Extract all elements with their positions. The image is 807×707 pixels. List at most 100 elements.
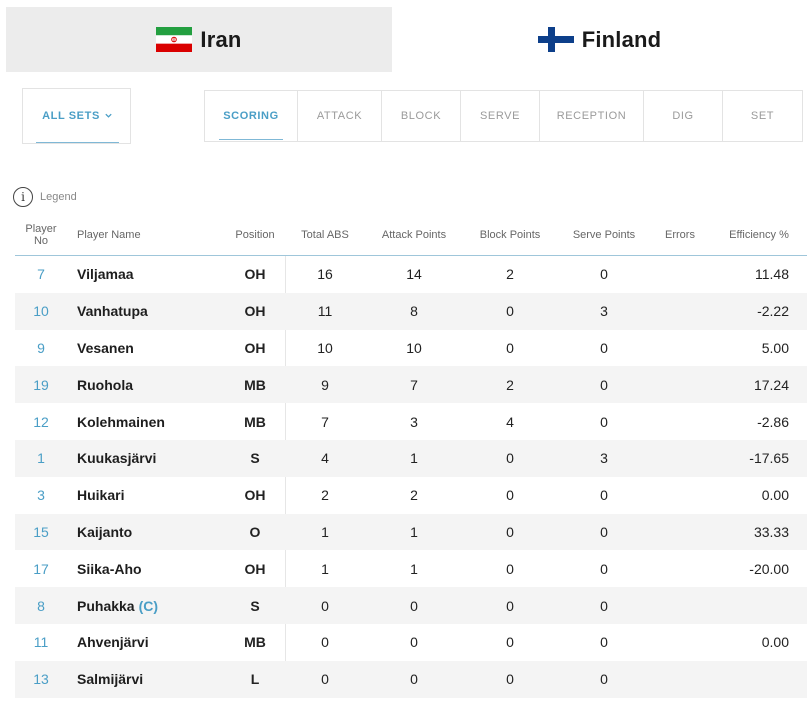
tab-scoring[interactable]: SCORING (205, 91, 298, 141)
player-number: 17 (33, 560, 49, 577)
attack-points-value: 14 (406, 266, 422, 283)
serve-points-value: 0 (600, 634, 608, 651)
attack-points-value: 10 (406, 339, 422, 356)
efficiency-value: 17.24 (753, 376, 789, 393)
block-points-value: 0 (506, 560, 514, 577)
iran-flag-icon (156, 27, 193, 52)
serve-points-value: 0 (600, 597, 608, 614)
player-number: 10 (33, 303, 49, 320)
attack-points-value: 1 (410, 560, 418, 577)
block-points-value: 0 (506, 339, 514, 356)
table-row[interactable]: 11 Ahvenjärvi MB 0 0 0 0 0.00 (15, 624, 807, 661)
header-serve-points[interactable]: Serve Points (572, 229, 636, 241)
table-row[interactable]: 13 Salmijärvi L 0 0 0 0 (15, 660, 807, 698)
errors-value (655, 477, 705, 514)
efficiency-value: 33.33 (753, 523, 789, 540)
tab-attack-label: ATTACK (316, 110, 363, 122)
player-name: Ahvenjärvi (77, 624, 237, 661)
errors-value (655, 330, 705, 367)
player-number: 9 (37, 339, 45, 356)
total-abs-value: 2 (321, 487, 329, 504)
efficiency-value: 5.00 (761, 339, 789, 356)
player-name-text: Kuukasjärvi (77, 450, 157, 467)
player-position: S (250, 450, 260, 467)
table-row[interactable]: 12 Kolehmainen MB 7 3 4 0 -2.86 (15, 403, 807, 440)
tab-dig[interactable]: DIG (644, 91, 723, 141)
tab-reception-label: RECEPTION (556, 110, 627, 122)
tab-reception[interactable]: RECEPTION (540, 91, 644, 141)
player-name-text: Huikari (77, 487, 125, 504)
block-points-value: 0 (506, 634, 514, 651)
finland-flag-icon (537, 27, 574, 52)
serve-points-value: 0 (600, 266, 608, 283)
tab-block[interactable]: BLOCK (382, 91, 461, 141)
header-total-abs[interactable]: Total ABS (301, 229, 349, 241)
total-abs-value: 9 (321, 376, 329, 393)
table-row[interactable]: 1 Kuukasjärvi S 4 1 0 3 -17.65 (15, 439, 807, 477)
block-points-value: 2 (506, 376, 514, 393)
all-sets-label: ALL SETS (42, 109, 100, 122)
errors-value (655, 366, 705, 403)
all-sets-dropdown[interactable]: ALL SETS (36, 89, 119, 143)
player-name: Vesanen (77, 330, 237, 367)
efficiency-value (727, 661, 789, 698)
table-row[interactable]: 3 Huikari OH 2 2 0 0 0.00 (15, 477, 807, 514)
table-row[interactable]: 17 Siika-Aho OH 1 1 0 0 -20.00 (15, 550, 807, 587)
total-abs-value: 10 (317, 339, 333, 356)
player-position: MB (244, 413, 266, 430)
table-row[interactable]: 15 Kaijanto O 1 1 0 0 33.33 (15, 513, 807, 551)
player-name: Huikari (77, 477, 237, 514)
header-efficiency[interactable]: Efficiency % (729, 229, 789, 241)
efficiency-value: -20.00 (749, 560, 789, 577)
header-block-points[interactable]: Block Points (479, 229, 541, 241)
stat-tabs: SCORING ATTACK BLOCK SERVE RECEPTION DIG… (204, 90, 803, 142)
legend-label: Legend (40, 191, 77, 203)
player-number: 15 (33, 523, 49, 540)
player-name: Ruohola (77, 366, 237, 403)
table-row[interactable]: 7 Viljamaa OH 16 14 2 0 11.48 (15, 256, 807, 293)
table-row[interactable]: 19 Ruohola MB 9 7 2 0 17.24 (15, 366, 807, 404)
tab-set[interactable]: SET (723, 91, 802, 141)
team-tab-finland[interactable]: Finland (392, 7, 807, 72)
player-name: Kaijanto (77, 514, 237, 551)
player-name-text: Puhakka (77, 597, 135, 614)
player-position: OH (244, 560, 266, 577)
attack-points-value: 0 (410, 597, 418, 614)
header-player-no[interactable]: Player No (17, 223, 65, 247)
block-points-value: 0 (506, 597, 514, 614)
errors-value (655, 256, 705, 293)
serve-points-value: 0 (600, 487, 608, 504)
tab-scoring-label: SCORING (223, 110, 279, 122)
header-player-name[interactable]: Player Name (77, 229, 141, 241)
tab-attack[interactable]: ATTACK (298, 91, 382, 141)
table-row[interactable]: 10 Vanhatupa OH 11 8 0 3 -2.22 (15, 292, 807, 330)
player-number: 12 (33, 413, 49, 430)
serve-points-value: 3 (600, 450, 608, 467)
tab-serve[interactable]: SERVE (461, 91, 540, 141)
efficiency-value: -2.86 (757, 413, 789, 430)
efficiency-value: -17.65 (749, 450, 789, 467)
player-position: OH (244, 339, 266, 356)
header-position[interactable]: Position (235, 229, 275, 241)
table-row[interactable]: 8 Puhakka (C) S 0 0 0 0 (15, 587, 807, 624)
team-tab-iran[interactable]: Iran (6, 7, 392, 72)
efficiency-value (727, 587, 789, 624)
table-body: 7 Viljamaa OH 16 14 2 0 11.48 10 Vanhatupa OH 11 8 0 3… (15, 256, 807, 698)
info-icon: i (13, 187, 33, 207)
scoring-table: Player No Player Name Position Total ABS… (15, 218, 807, 698)
errors-value (655, 550, 705, 587)
efficiency-value: 0.00 (761, 634, 789, 651)
player-number: 1 (37, 450, 45, 467)
table-row[interactable]: 9 Vesanen OH 10 10 0 0 5.00 (15, 330, 807, 367)
errors-value (655, 440, 705, 477)
header-errors[interactable]: Errors (665, 229, 695, 241)
player-position: L (250, 671, 260, 688)
player-position: OH (244, 303, 266, 320)
player-name: Viljamaa (77, 256, 237, 293)
serve-points-value: 0 (600, 560, 608, 577)
header-attack-points[interactable]: Attack Points (381, 229, 447, 241)
legend-toggle[interactable]: i Legend (13, 187, 77, 207)
total-abs-value: 1 (321, 523, 329, 540)
player-number: 11 (33, 634, 49, 651)
block-points-value: 2 (506, 266, 514, 283)
